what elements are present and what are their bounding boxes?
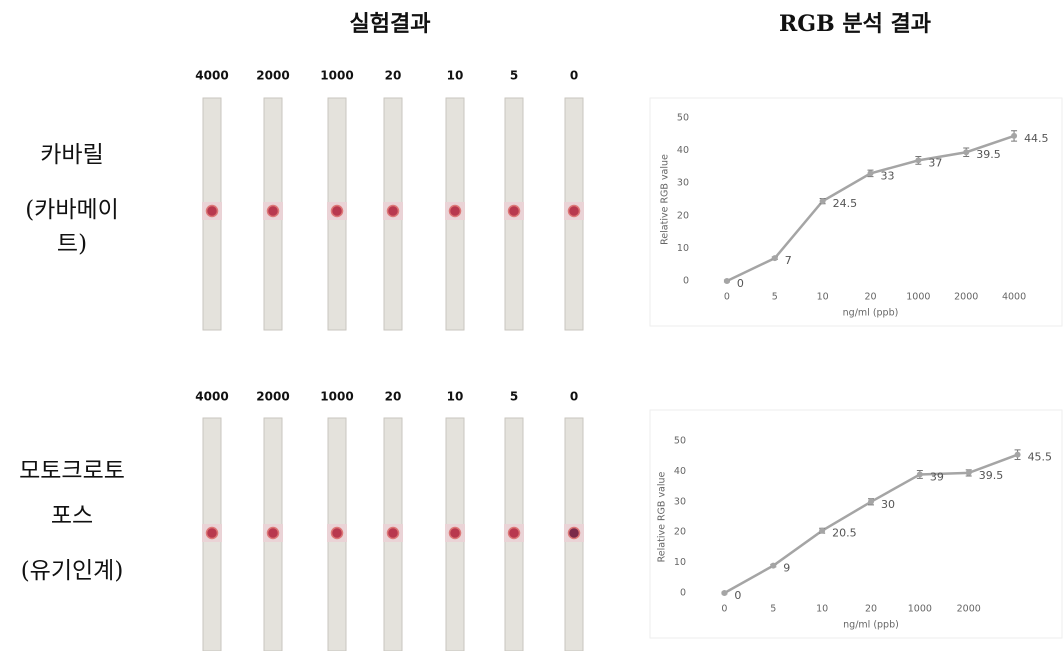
data-label: 7 xyxy=(785,254,792,267)
y-tick-label: 0 xyxy=(683,276,689,287)
x-tick-label: 10 xyxy=(816,604,828,615)
series-line xyxy=(724,455,1017,593)
data-label: 30 xyxy=(881,498,895,511)
header: RGB 분석 결과 xyxy=(779,11,931,37)
strip-label: 1000 xyxy=(320,69,353,83)
strip-label: 4000 xyxy=(195,390,228,404)
test-spot xyxy=(207,528,218,539)
data-label: 24.5 xyxy=(833,197,858,210)
point xyxy=(1011,133,1017,139)
x-tick-label: 0 xyxy=(721,604,727,615)
strip-label: 4000 xyxy=(195,69,228,83)
y-tick-label: 10 xyxy=(674,557,686,568)
x-tick-label: 1000 xyxy=(906,292,930,303)
row-label: 카바릴 xyxy=(40,142,103,168)
strip-label: 1000 xyxy=(320,390,353,404)
strip-label: 2000 xyxy=(256,69,289,83)
point xyxy=(721,590,727,596)
point xyxy=(966,470,972,476)
y-tick-label: 40 xyxy=(677,145,689,156)
test-spot xyxy=(569,206,580,217)
test-spot xyxy=(388,206,399,217)
row-label: (카바메이 xyxy=(25,197,119,223)
data-label: 37 xyxy=(928,156,942,169)
x-tick-label: 0 xyxy=(724,292,730,303)
point xyxy=(770,563,776,569)
y-tick-label: 0 xyxy=(680,588,686,599)
x-tick-label: 5 xyxy=(770,604,776,615)
chart-frame xyxy=(650,410,1062,638)
data-label: 39 xyxy=(930,470,944,483)
test-spot xyxy=(450,206,461,217)
strip-label: 5 xyxy=(510,390,518,404)
row-label: 포스 xyxy=(51,503,93,529)
y-tick-label: 30 xyxy=(674,496,686,507)
x-tick-label: 20 xyxy=(864,292,876,303)
row-label: 모토크로토 xyxy=(19,458,125,484)
point xyxy=(1015,452,1021,458)
test-spot xyxy=(332,206,343,217)
strip-label: 0 xyxy=(570,390,578,404)
y-axis-label: Relative RGB value xyxy=(660,154,671,245)
x-axis-label: ng/ml (ppb) xyxy=(843,308,899,319)
point xyxy=(820,198,826,204)
header: 실험결과 xyxy=(350,11,431,37)
test-spot xyxy=(509,206,520,217)
point xyxy=(868,170,874,176)
strip-label: 20 xyxy=(385,390,402,404)
strip-label: 10 xyxy=(447,390,464,404)
point xyxy=(915,157,921,163)
data-label: 39.5 xyxy=(979,469,1004,482)
x-tick-label: 1000 xyxy=(908,604,932,615)
y-tick-label: 50 xyxy=(674,436,686,447)
y-tick-label: 20 xyxy=(674,527,686,538)
data-label: 0 xyxy=(737,277,744,290)
strip-label: 5 xyxy=(510,69,518,83)
x-axis-label: ng/ml (ppb) xyxy=(843,620,899,631)
data-label: 45.5 xyxy=(1028,451,1053,464)
test-spot xyxy=(268,528,279,539)
test-spot xyxy=(268,206,279,217)
point xyxy=(917,471,923,477)
page: 실험결과 RGB 분석 결과 카바릴(카바메이트)400020001000201… xyxy=(0,0,1063,651)
y-tick-label: 10 xyxy=(677,243,689,254)
strip-label: 20 xyxy=(385,69,402,83)
test-spot xyxy=(450,528,461,539)
x-tick-label: 10 xyxy=(817,292,829,303)
test-spot xyxy=(332,528,343,539)
y-axis-label: Relative RGB value xyxy=(657,471,668,562)
y-tick-label: 20 xyxy=(677,210,689,221)
y-tick-label: 30 xyxy=(677,178,689,189)
point xyxy=(819,528,825,534)
data-label: 20.5 xyxy=(832,527,857,540)
point xyxy=(868,499,874,505)
test-spot xyxy=(509,528,520,539)
test-spot xyxy=(388,528,399,539)
y-tick-label: 50 xyxy=(677,113,689,124)
y-tick-label: 40 xyxy=(674,466,686,477)
data-label: 0 xyxy=(734,589,741,602)
point xyxy=(724,278,730,284)
test-spot xyxy=(569,528,580,539)
x-tick-label: 20 xyxy=(865,604,877,615)
data-label: 33 xyxy=(881,169,895,182)
test-spot xyxy=(207,206,218,217)
point xyxy=(772,255,778,261)
x-tick-label: 2000 xyxy=(957,604,981,615)
chart-frame xyxy=(650,98,1062,326)
strip-label: 10 xyxy=(447,69,464,83)
point xyxy=(963,149,969,155)
row-label: 트) xyxy=(57,231,87,257)
strip-label: 0 xyxy=(570,69,578,83)
data-label: 9 xyxy=(783,562,790,575)
x-tick-label: 2000 xyxy=(954,292,978,303)
x-tick-label: 4000 xyxy=(1002,292,1026,303)
series-line xyxy=(727,136,1014,281)
data-label: 44.5 xyxy=(1024,132,1049,145)
row-label: (유기인계) xyxy=(21,558,124,584)
strip-label: 2000 xyxy=(256,390,289,404)
x-tick-label: 5 xyxy=(772,292,778,303)
data-label: 39.5 xyxy=(976,148,1001,161)
